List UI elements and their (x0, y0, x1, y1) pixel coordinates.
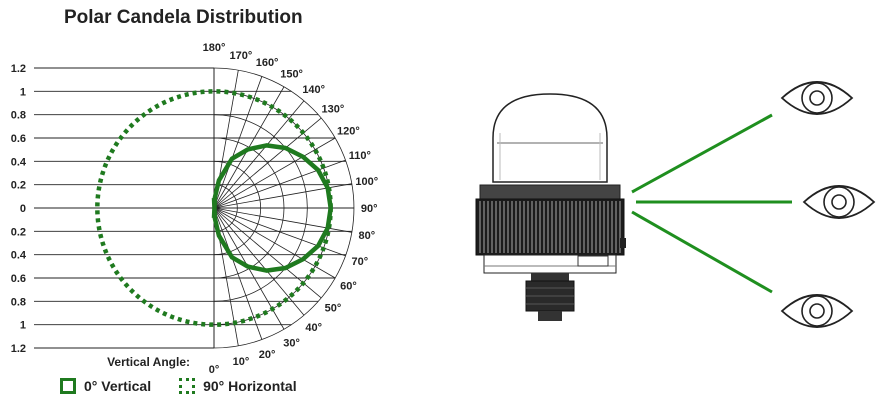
angle-tick-label: 50° (325, 303, 342, 315)
angle-tick-label: 100° (355, 176, 378, 188)
angle-tick-label: 30° (283, 337, 300, 349)
eye-icon (802, 185, 876, 219)
legend-swatch-solid (60, 378, 76, 394)
angle-tick-label: 120° (337, 125, 360, 137)
radial-tick-label: 1 (20, 86, 26, 98)
eye-icon (780, 294, 854, 328)
radial-tick-label: 1.2 (11, 63, 26, 75)
angle-tick-label: 70° (351, 256, 368, 268)
polar-grid (34, 67, 355, 349)
grid-arc (213, 184, 238, 232)
radial-tick-label: 0.4 (11, 250, 27, 262)
legend-vertical: 0° Vertical (84, 378, 152, 394)
angle-tick-label: 90° (361, 203, 378, 215)
polar-chart: 1.2 1 0.8 0.6 0.4 0.2 0 0.2 0.4 0.6 0.8 1 1.2 180° 170… (11, 42, 378, 375)
chart-title: Polar Candela Distribution (64, 7, 303, 28)
angle-tick-label: 140° (302, 84, 325, 96)
legend-swatch-dotted (179, 378, 196, 394)
polar-curves (95, 89, 333, 327)
light-rays (631, 113, 792, 294)
radial-tick-label: 0.2 (11, 180, 26, 192)
angle-tick-label: 10° (233, 356, 250, 368)
radial-tick-label: 0.6 (11, 133, 26, 145)
angle-tick-label: 180° (203, 42, 226, 54)
lamp-connector (525, 273, 575, 321)
angle-tick-label: 110° (349, 150, 371, 162)
radial-tick-label: 0.2 (11, 226, 26, 238)
polar-labels: 1.2 1 0.8 0.6 0.4 0.2 0 0.2 0.4 0.6 0.8 1 1.2 180° 170… (11, 42, 378, 375)
legend-horizontal: 90° Horizontal (203, 378, 297, 394)
angle-tick-label: 160° (256, 57, 279, 69)
radial-tick-label: 0.4 (11, 156, 27, 168)
angle-tick-label: 80° (358, 230, 375, 242)
lamp-dome (492, 93, 608, 183)
radial-tick-label: 1 (20, 320, 26, 332)
vertical-angle-label: Vertical Angle: (107, 355, 190, 369)
angle-tick-label: 20° (259, 349, 276, 361)
radial-tick-label: 0.8 (11, 296, 26, 308)
radial-tick-label: 0 (20, 203, 26, 215)
legend: 0° Vertical 90° Horizontal (60, 378, 297, 394)
radial-tick-label: 0.8 (11, 110, 26, 122)
angle-tick-label: 40° (305, 322, 322, 334)
lamp-base (475, 184, 626, 274)
grid-arc (213, 114, 308, 302)
angle-tick-label: 0° (209, 364, 220, 375)
radial-tick-label: 1.2 (11, 343, 26, 355)
angle-tick-label: 60° (340, 281, 357, 293)
grid-arc (213, 67, 355, 349)
angle-tick-label: 130° (322, 103, 345, 115)
radial-tick-label: 0.6 (11, 273, 26, 285)
angle-tick-label: 170° (230, 50, 253, 62)
grid-arc (213, 160, 262, 256)
series-horizontal (95, 89, 333, 327)
grid-arc (213, 137, 285, 279)
angle-tick-label: 150° (280, 69, 303, 81)
eye-icon (780, 81, 854, 115)
